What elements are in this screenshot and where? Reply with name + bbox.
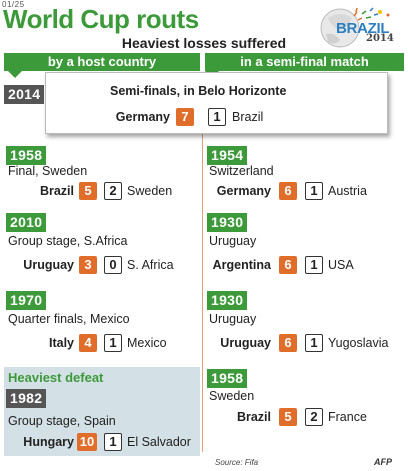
right-match-2-winner: Argentina	[212, 258, 271, 272]
feature-context: Semi-finals, in Belo Horizonte	[110, 84, 287, 98]
left-match-3-winner-score: 4	[79, 334, 97, 352]
left-match-3-context: Quarter finals, Mexico	[8, 312, 130, 326]
right-match-4-context: Sweden	[209, 389, 255, 403]
right-match-4-loser-score: 2	[305, 408, 323, 426]
logo-year: 2014	[366, 33, 394, 44]
heaviest-context: Group stage, Spain	[8, 414, 116, 428]
left-match-3-loser-score: 1	[104, 334, 122, 352]
right-match-3-winner: Uruguay	[220, 336, 271, 350]
right-match-1-year: 1954	[207, 146, 248, 165]
left-match-2-loser-score: 0	[104, 256, 122, 274]
page-subtitle: Heaviest losses suffered	[121, 35, 287, 51]
left-match-2-year: 2010	[6, 213, 47, 232]
right-match-2-context: Uruguay	[209, 234, 257, 248]
feature-loser: Brazil	[232, 110, 264, 124]
right-match-1-context: Switzerland	[209, 164, 274, 178]
left-match-1-winner: Brazil	[39, 184, 74, 198]
right-column-header: in a semi-final match	[205, 53, 404, 78]
right-match-4-winner: Brazil	[236, 410, 271, 424]
left-match-2-winner: Uruguay	[23, 258, 74, 272]
right-match-3-year: 1930	[207, 291, 248, 310]
left-match-1-loser: Sweden	[127, 184, 173, 198]
corner-id: 01/25	[2, 0, 25, 9]
right-match-3-context: Uruguay	[209, 312, 257, 326]
feature-loser-score: 1	[208, 108, 226, 126]
right-match-4-year: 1958	[207, 369, 248, 388]
heaviest-loser-score: 1	[104, 433, 122, 451]
heaviest-defeat-label: Heaviest defeat	[8, 370, 104, 385]
logo-text: BRAZIL	[336, 20, 390, 37]
left-match-3-winner: Italy	[48, 336, 74, 350]
right-match-2-year: 1930	[207, 213, 248, 232]
left-match-1-context: Final, Sweden	[8, 164, 88, 178]
right-match-1-winner: Germany	[216, 184, 271, 198]
heaviest-winner: Hungary	[23, 435, 74, 449]
column-divider	[202, 74, 203, 452]
right-match-3-winner-score: 6	[279, 334, 297, 352]
left-column-header: by a host country	[4, 53, 200, 78]
right-match-4-winner-score: 5	[279, 408, 297, 426]
page-title: World Cup routs	[3, 4, 199, 34]
source-note: Source: Fifa	[215, 458, 259, 467]
left-column-label: by a host country	[47, 54, 157, 69]
right-match-3-loser: Yugoslavia	[328, 336, 389, 350]
left-match-2-winner-score: 3	[79, 256, 97, 274]
left-match-3-year: 1970	[6, 291, 47, 310]
world-cup-ball-logo-icon	[320, 7, 390, 48]
feature-year-tag: 2014	[4, 85, 45, 104]
right-match-4-loser: France	[328, 410, 367, 424]
right-match-2-loser-score: 1	[305, 256, 323, 274]
right-match-2-winner-score: 6	[279, 256, 297, 274]
heaviest-loser: El Salvador	[127, 435, 191, 449]
credit-logo: AFP	[374, 457, 392, 467]
heaviest-defeat-panel	[4, 367, 200, 456]
left-match-1-loser-score: 2	[104, 182, 122, 200]
right-match-1-loser: Austria	[328, 184, 367, 198]
right-match-1-loser-score: 1	[305, 182, 323, 200]
left-match-2-context: Group stage, S.Africa	[8, 234, 128, 248]
right-match-1-winner-score: 6	[279, 182, 297, 200]
left-match-3-loser: Mexico	[127, 336, 167, 350]
left-match-1-winner-score: 5	[79, 182, 97, 200]
left-match-1-year: 1958	[6, 146, 47, 165]
feature-winner-score: 7	[176, 108, 194, 126]
heaviest-winner-score: 10	[77, 433, 97, 451]
heaviest-year: 1982	[6, 389, 47, 408]
right-match-2-loser: USA	[328, 258, 354, 272]
left-match-2-loser: S. Africa	[127, 258, 174, 272]
feature-winner: Germany	[115, 110, 170, 124]
left-header-arrow-icon	[8, 71, 22, 78]
right-match-3-loser-score: 1	[305, 334, 323, 352]
right-column-label: in a semi-final match	[240, 54, 369, 69]
